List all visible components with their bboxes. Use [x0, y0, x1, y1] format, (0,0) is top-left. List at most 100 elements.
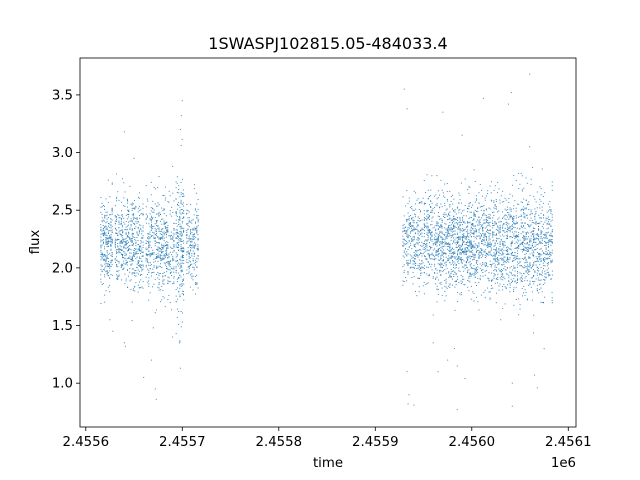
data-point: [503, 263, 505, 265]
data-point: [426, 239, 428, 241]
data-point: [137, 252, 139, 254]
data-point: [494, 223, 496, 225]
data-point: [482, 227, 484, 229]
data-point: [427, 261, 429, 263]
data-point: [175, 272, 177, 274]
data-point: [193, 227, 195, 229]
data-point: [448, 245, 450, 247]
data-point: [511, 240, 513, 242]
data-point: [445, 261, 447, 263]
data-point: [153, 225, 155, 227]
data-point: [422, 244, 424, 246]
data-point: [478, 221, 480, 223]
data-point: [175, 246, 177, 248]
data-point: [531, 291, 533, 293]
data-point: [417, 219, 419, 221]
data-point: [497, 273, 499, 275]
data-point: [186, 203, 188, 205]
data-point: [101, 203, 103, 205]
data-point: [102, 282, 104, 284]
data-point: [515, 247, 517, 249]
data-point: [469, 250, 471, 252]
data-point: [499, 230, 501, 232]
data-point: [417, 239, 419, 241]
data-point: [132, 242, 134, 244]
data-point: [168, 261, 170, 263]
data-point: [137, 244, 139, 246]
data-point: [509, 236, 511, 238]
data-point: [477, 224, 479, 226]
data-point: [474, 228, 476, 230]
data-point: [489, 253, 491, 255]
data-point: [502, 224, 504, 226]
data-point: [469, 231, 471, 233]
data-point: [474, 216, 476, 217]
data-point: [188, 216, 190, 218]
data-point: [483, 238, 485, 240]
data-point: [183, 294, 185, 296]
data-point: [503, 230, 505, 232]
data-point: [538, 229, 540, 231]
data-point: [136, 251, 138, 253]
data-point: [505, 287, 507, 289]
data-point: [122, 253, 124, 255]
data-point: [461, 266, 463, 268]
data-point: [194, 209, 196, 211]
data-point: [192, 239, 194, 241]
data-point: [182, 202, 184, 204]
data-point: [502, 264, 504, 266]
data-point: [151, 235, 153, 237]
data-point: [413, 229, 415, 231]
data-point: [154, 240, 156, 242]
data-point: [123, 257, 125, 259]
data-point: [125, 259, 127, 261]
data-point: [478, 256, 480, 258]
data-point: [542, 301, 544, 303]
data-point: [551, 291, 553, 293]
data-point: [445, 236, 447, 238]
data-point: [518, 172, 520, 174]
data-point: [489, 251, 491, 253]
data-point: [503, 268, 505, 270]
data-point: [157, 271, 159, 273]
data-point: [551, 261, 553, 263]
data-point: [514, 236, 516, 238]
data-point: [130, 279, 132, 281]
data-point: [131, 229, 133, 231]
data-point: [413, 266, 415, 268]
data-point: [432, 277, 434, 279]
data-point: [412, 209, 414, 211]
data-point: [442, 215, 444, 217]
data-point: [509, 226, 511, 228]
data-point: [106, 238, 108, 240]
data-point: [440, 263, 442, 265]
data-point: [441, 189, 443, 191]
data-point: [118, 223, 120, 225]
data-point: [111, 210, 113, 212]
data-point: [493, 239, 495, 241]
data-point: [454, 309, 456, 311]
data-point: [408, 217, 410, 219]
data-point: [461, 248, 463, 250]
data-point: [186, 251, 188, 253]
data-point: [524, 246, 526, 248]
data-point: [408, 222, 410, 224]
data-point: [473, 232, 475, 234]
data-point: [535, 256, 537, 258]
data-point: [458, 257, 460, 259]
data-point: [409, 224, 411, 226]
data-point: [188, 226, 190, 228]
data-point: [474, 210, 476, 212]
data-point: [535, 261, 537, 263]
data-point: [100, 246, 102, 248]
data-point: [532, 250, 534, 252]
data-point: [455, 222, 457, 224]
data-point: [518, 236, 520, 238]
data-point: [126, 206, 128, 208]
data-point: [109, 319, 111, 321]
data-point: [459, 246, 461, 248]
data-point: [135, 258, 137, 260]
data-point: [489, 214, 491, 216]
data-point: [431, 252, 433, 254]
data-point: [502, 226, 504, 228]
